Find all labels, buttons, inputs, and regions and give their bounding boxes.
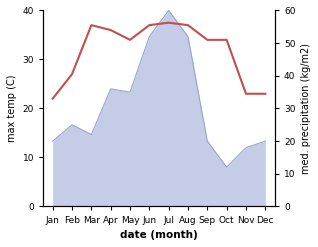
X-axis label: date (month): date (month) [120, 230, 198, 240]
Y-axis label: med. precipitation (kg/m2): med. precipitation (kg/m2) [301, 43, 311, 174]
Y-axis label: max temp (C): max temp (C) [7, 75, 17, 142]
